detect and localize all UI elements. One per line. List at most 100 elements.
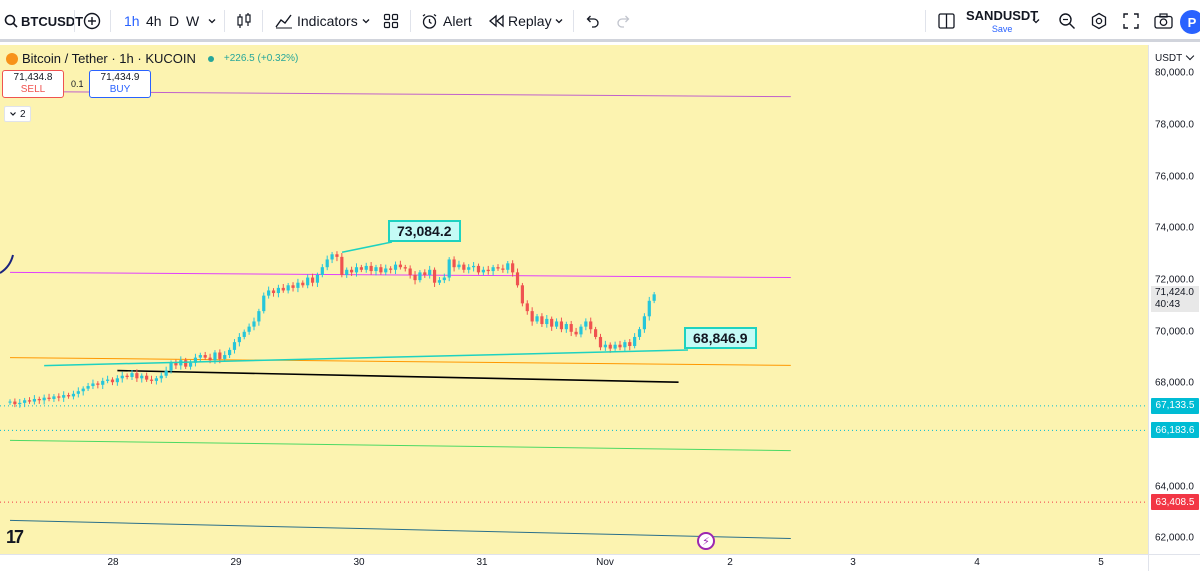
candle-body (569, 324, 573, 332)
candle-body (633, 336, 637, 347)
candle-body (145, 375, 149, 380)
currency-selector[interactable]: USDT (1155, 53, 1193, 64)
candle-body (135, 373, 139, 379)
indicators-dropdown[interactable] (361, 0, 371, 42)
timeframe-4h[interactable]: 4h (146, 13, 162, 29)
indicators-collapse-toggle[interactable]: 2 (4, 106, 31, 122)
candle-body (398, 264, 402, 268)
candle-body (491, 267, 495, 272)
undo-button[interactable] (584, 0, 600, 42)
price-chart[interactable] (0, 45, 1148, 554)
timeframe-w[interactable]: W (186, 13, 200, 29)
high-price-callout[interactable]: 73,084.2 (388, 220, 461, 242)
candles-icon (237, 13, 251, 28)
timeframe-d[interactable]: D (169, 13, 180, 29)
candle-body (413, 274, 417, 281)
price-level-label[interactable]: 63,408.5 (1151, 494, 1199, 511)
low-price-callout[interactable]: 68,846.9 (684, 327, 757, 349)
candle-body (379, 267, 383, 273)
settings-button[interactable] (1090, 0, 1108, 42)
layout-button[interactable] (938, 0, 955, 42)
price-tick: 64,000.0 (1155, 481, 1194, 493)
sell-button[interactable]: 71,434.8 SELL (2, 70, 64, 98)
candle-body (359, 267, 363, 270)
layout-dropdown[interactable] (1031, 0, 1041, 42)
price-tick: 72,000.0 (1155, 274, 1194, 286)
chart-pane[interactable]: 73,084.2 68,846.9 17 ⚡ (0, 45, 1148, 554)
layout-save-button[interactable]: SANDUSDT Save (966, 0, 1038, 42)
last-price-label: 71,424.0 40:43 (1151, 286, 1199, 312)
candle-body (281, 287, 285, 291)
candle-body (545, 318, 549, 325)
candle-body (198, 355, 202, 358)
candle-body (76, 391, 80, 394)
price-level-label[interactable]: 67,133.5 (1151, 397, 1199, 414)
candle-body (262, 295, 266, 312)
drawing-arc (0, 254, 14, 274)
search-icon (4, 14, 18, 28)
axis-corner (1148, 554, 1200, 571)
candle-body (320, 267, 324, 275)
buy-button[interactable]: 71,434.9 BUY (89, 70, 151, 98)
candle-body (47, 397, 51, 399)
candle-body (306, 277, 310, 286)
snapshot-button[interactable] (1154, 0, 1173, 42)
top-toolbar: BTCUSDT 1h 4h D W Indicators Alert Repla… (0, 0, 1200, 42)
candle-body (96, 383, 100, 385)
candle-body (496, 267, 500, 269)
lightning-icon[interactable]: ⚡ (697, 532, 715, 550)
legend-title-row: Bitcoin / Tether · 1h · KUCOIN +226.5 (+… (6, 51, 298, 66)
candle-body (559, 321, 564, 330)
candle-body (550, 318, 554, 327)
fullscreen-button[interactable] (1123, 0, 1139, 42)
replay-dropdown[interactable] (554, 0, 564, 42)
price-tick: 62,000.0 (1155, 532, 1194, 544)
time-tick: 30 (353, 557, 365, 568)
replay-button[interactable]: Replay (488, 0, 552, 42)
compare-button[interactable] (83, 0, 101, 42)
candle-body (637, 329, 642, 337)
candle-body (18, 402, 22, 405)
avatar[interactable]: P (1180, 10, 1200, 34)
candle-body (374, 267, 378, 272)
indicators-button[interactable]: Indicators (275, 0, 358, 42)
candle-body (218, 352, 222, 359)
symbol-search[interactable]: BTCUSDT (4, 0, 83, 42)
time-axis[interactable]: 28 29 30 31 Nov 2 3 4 5 (0, 554, 1148, 571)
templates-button[interactable] (383, 0, 399, 42)
candle-body (140, 375, 144, 379)
candle-body (369, 265, 373, 272)
divider (110, 10, 111, 32)
candle-body (452, 259, 456, 268)
sell-price: 71,434.8 (13, 72, 53, 83)
legend-title[interactable]: Bitcoin / Tether · 1h · KUCOIN (22, 51, 196, 66)
candle-body (613, 344, 617, 349)
timeframe-1h[interactable]: 1h (124, 13, 140, 29)
candle-body (389, 268, 393, 270)
candle-body (457, 264, 461, 268)
candle-body (62, 395, 66, 398)
candle-body (110, 379, 115, 383)
gear-icon (1091, 12, 1107, 30)
redo-button[interactable] (616, 0, 632, 42)
price-axis[interactable]: USDT 80,000.0 78,000.0 76,000.0 74,000.0 72,… (1148, 45, 1200, 554)
quick-search-button[interactable] (1058, 0, 1076, 42)
chart-type-button[interactable] (236, 0, 252, 42)
candle-body (149, 379, 154, 381)
timeframe-dropdown[interactable] (207, 0, 217, 42)
price-level-label[interactable]: 66,183.6 (1151, 422, 1199, 439)
callout-pointer (44, 349, 689, 367)
alert-button[interactable]: Alert (421, 0, 472, 42)
divider (262, 10, 263, 32)
candle-body (520, 285, 524, 304)
candle-body (37, 398, 41, 401)
candle-body (335, 254, 339, 257)
time-tick: 3 (850, 557, 856, 568)
candle-body (228, 349, 232, 356)
time-tick: 29 (230, 557, 242, 568)
divider (925, 10, 926, 32)
candle-body (530, 311, 534, 322)
candle-body (589, 321, 593, 330)
candle-body (340, 256, 344, 275)
candle-body (472, 265, 476, 268)
